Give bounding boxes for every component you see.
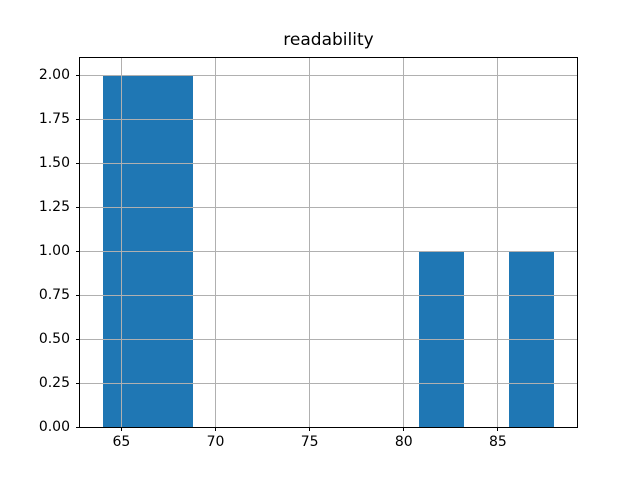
grid-line-x: [403, 57, 405, 428]
grid-line-x: [215, 57, 217, 428]
grid-line-y: [80, 338, 577, 340]
y-tick-mark: [76, 162, 80, 164]
y-tick-mark: [76, 426, 80, 428]
y-tick-mark: [76, 250, 80, 252]
x-tick-mark: [309, 427, 311, 432]
y-tick-label: 1.00: [38, 242, 70, 259]
grid-line-y: [80, 294, 577, 296]
x-tick-label: 65: [112, 434, 131, 451]
y-tick-mark: [76, 294, 80, 296]
x-tick-label: 85: [489, 434, 507, 451]
grid-line-y: [80, 382, 577, 384]
y-tick-mark: [76, 382, 80, 384]
grid-line-x: [497, 57, 499, 428]
x-tick-mark: [497, 427, 499, 432]
y-tick-label: 0.50: [38, 330, 70, 347]
grid-line-y: [80, 426, 577, 428]
y-tick-mark: [76, 206, 80, 208]
grid-line-y: [80, 162, 577, 164]
x-tick-mark: [215, 427, 217, 432]
y-tick-label: 2.00: [38, 66, 70, 83]
y-tick-mark: [76, 118, 80, 120]
y-tick-label: 0.00: [38, 418, 70, 435]
grid-layer: [80, 57, 577, 428]
y-tick-label: 0.25: [38, 374, 70, 391]
grid-line-x: [120, 57, 122, 428]
grid-line-y: [80, 74, 577, 76]
x-tick-mark: [403, 427, 405, 432]
x-tick-label: 80: [394, 434, 413, 451]
chart-title: readability: [283, 30, 374, 50]
y-tick-label: 1.25: [38, 198, 70, 215]
y-tick-mark: [76, 338, 80, 340]
grid-line-y: [80, 206, 577, 208]
y-tick-label: 1.75: [38, 110, 70, 127]
y-tick-label: 0.75: [38, 286, 70, 303]
grid-line-y: [80, 118, 577, 120]
grid-line-x: [309, 57, 311, 428]
plot-area: [79, 56, 578, 429]
x-tick-mark: [120, 427, 122, 432]
x-tick-label: 75: [300, 434, 319, 451]
plot-frame: [79, 56, 578, 429]
y-tick-mark: [76, 74, 80, 76]
grid-line-y: [80, 250, 577, 252]
y-tick-label: 1.50: [38, 154, 70, 171]
x-tick-label: 70: [206, 434, 225, 451]
